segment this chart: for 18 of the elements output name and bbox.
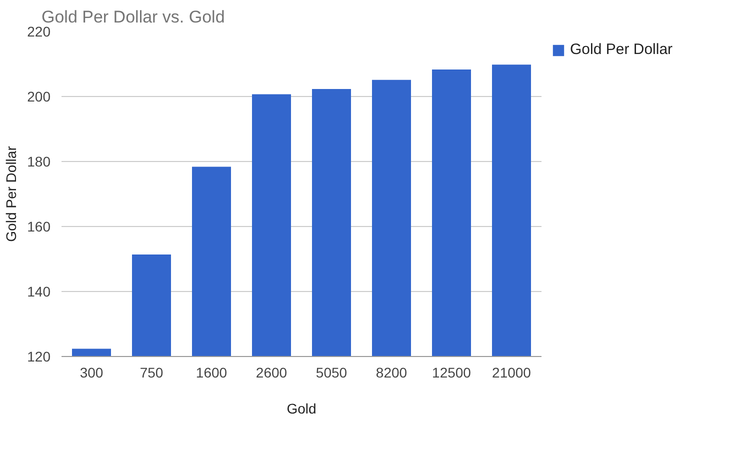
y-tick-label: 160 xyxy=(27,218,51,234)
x-tick-label: 12500 xyxy=(432,364,472,380)
y-axis-title: Gold Per Dollar xyxy=(3,146,20,242)
y-tick-label: 220 xyxy=(27,24,51,40)
legend-label: Gold Per Dollar xyxy=(570,41,673,58)
x-tick-label: 750 xyxy=(140,364,164,380)
x-tick-label: 300 xyxy=(80,364,104,380)
x-tick-label: 8200 xyxy=(376,364,408,380)
x-axis-title: Gold xyxy=(286,400,316,416)
y-tick-label: 180 xyxy=(27,154,51,170)
y-tick-label: 200 xyxy=(27,88,51,104)
x-tick-label: 5050 xyxy=(316,364,348,380)
y-tick-label: 120 xyxy=(27,348,51,364)
x-tick-label: 21000 xyxy=(492,364,532,380)
chart-title: Gold Per Dollar vs. Gold xyxy=(42,8,225,26)
x-tick-label: 1600 xyxy=(196,364,228,380)
y-tick-label: 140 xyxy=(27,284,51,300)
x-tick-label: 2600 xyxy=(256,364,288,380)
